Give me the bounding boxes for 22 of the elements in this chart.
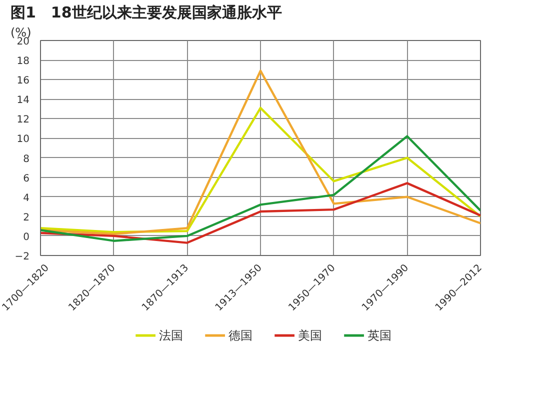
y-tick-label: 16 bbox=[16, 76, 30, 87]
y-tick-label: 10 bbox=[16, 134, 30, 146]
line-series bbox=[40, 135, 480, 242]
y-tick-label: 6 bbox=[23, 173, 30, 184]
y-tick-label: 0 bbox=[23, 232, 30, 243]
y-tick-label: 14 bbox=[16, 95, 30, 106]
y-tick-label: 20 bbox=[16, 36, 30, 48]
y-tick-label: 4 bbox=[23, 192, 30, 204]
y-tick-label: 12 bbox=[16, 114, 30, 126]
y-tick-label: 2 bbox=[23, 212, 30, 224]
y-axis-title: (%) bbox=[10, 26, 32, 40]
line-series bbox=[40, 106, 480, 234]
legend-label: 美国 bbox=[298, 328, 322, 342]
y-tick-label: 18 bbox=[16, 56, 30, 68]
y-tick-label: −2 bbox=[14, 252, 30, 262]
legend-label: 德国 bbox=[228, 328, 252, 342]
legend-label: 英国 bbox=[367, 328, 392, 342]
line-series bbox=[40, 182, 480, 244]
line-series bbox=[40, 70, 480, 236]
chart-title: 图1 18世纪以来主要发展国家通胀水平 bbox=[10, 4, 282, 22]
y-tick-label: 8 bbox=[23, 154, 30, 165]
legend-label: 法国 bbox=[158, 328, 183, 342]
